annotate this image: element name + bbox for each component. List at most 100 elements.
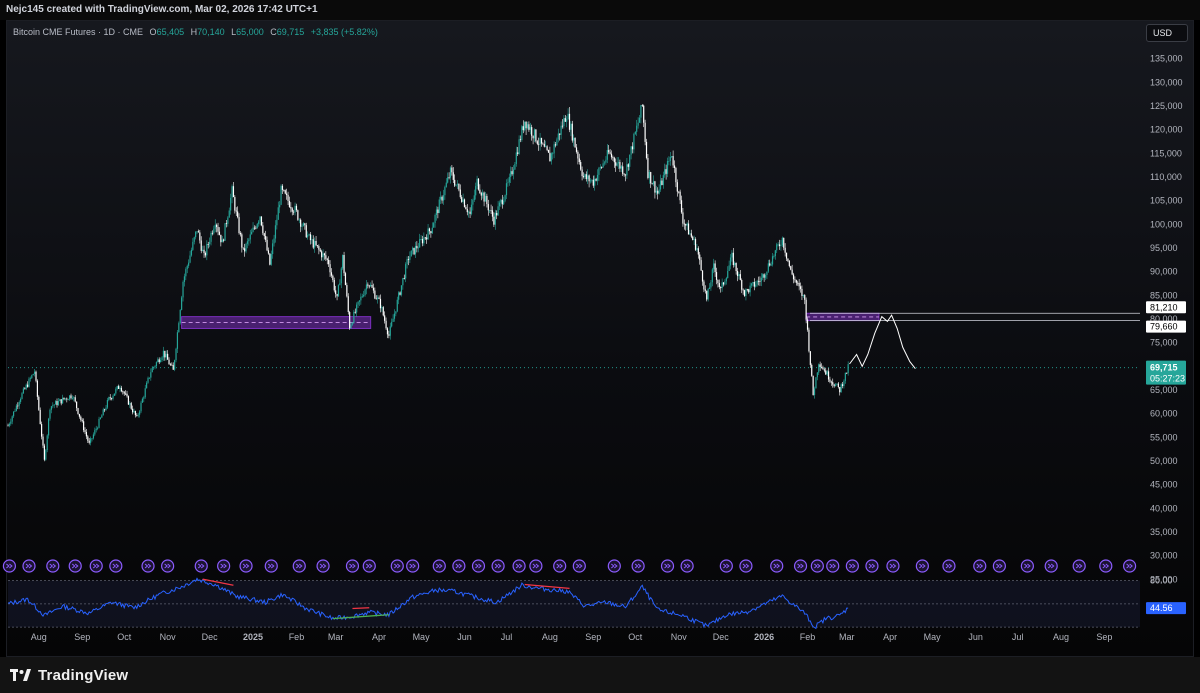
candle-body — [256, 223, 258, 228]
currency-selector[interactable]: USD — [1146, 24, 1188, 42]
event-marker-arrow-icon — [976, 563, 984, 569]
event-marker[interactable] — [194, 559, 208, 573]
event-marker[interactable] — [264, 559, 278, 573]
event-marker[interactable] — [46, 559, 60, 573]
event-marker[interactable] — [2, 559, 17, 573]
event-marker[interactable] — [942, 559, 956, 573]
event-marker[interactable] — [607, 559, 621, 573]
event-marker[interactable] — [553, 559, 567, 573]
candle-body — [638, 117, 641, 123]
candle-body — [449, 167, 452, 178]
event-marker[interactable] — [512, 559, 526, 573]
event-marker[interactable] — [770, 559, 784, 573]
candle-body — [410, 250, 412, 257]
candle-body — [598, 168, 600, 175]
candle-body — [833, 384, 835, 387]
candle-body — [462, 199, 464, 202]
candle-body — [643, 105, 645, 123]
event-marker-arrow-icon — [455, 563, 463, 569]
event-marker[interactable] — [390, 559, 404, 573]
candle-body — [587, 175, 589, 180]
chart-canvas[interactable]: 25,000 30,000 35,000 40,000 45,000 50,000 55,0… — [0, 0, 1200, 657]
event-marker[interactable] — [739, 559, 753, 573]
candle-body — [231, 186, 233, 198]
candle-body — [491, 210, 494, 217]
event-marker[interactable] — [826, 559, 840, 573]
candle-body — [333, 280, 335, 291]
event-marker[interactable] — [22, 559, 36, 573]
event-marker[interactable] — [239, 559, 253, 573]
event-marker[interactable] — [845, 559, 859, 573]
candle-body — [511, 171, 513, 175]
candle-body — [284, 190, 286, 194]
candle-body — [90, 438, 92, 443]
candle-body — [699, 254, 701, 261]
candle-body — [358, 300, 361, 302]
candle-body — [461, 197, 463, 202]
event-marker[interactable] — [1072, 559, 1086, 573]
candle-body — [846, 372, 848, 374]
open-label: O — [149, 27, 157, 37]
event-marker[interactable] — [680, 559, 694, 573]
event-marker[interactable] — [109, 559, 123, 573]
close-value: 69,715 — [276, 27, 305, 37]
event-marker[interactable] — [886, 559, 900, 573]
event-marker-arrow-icon — [532, 563, 540, 569]
time-tick-label: Apr — [883, 632, 897, 642]
tradingview-logo: TradingView — [10, 667, 128, 684]
candle-body — [81, 419, 83, 422]
event-marker[interactable] — [452, 559, 466, 573]
candle-body — [540, 137, 543, 144]
event-marker[interactable] — [973, 559, 987, 573]
candle-body — [83, 421, 85, 431]
event-marker[interactable] — [491, 559, 505, 573]
candle-body — [63, 397, 65, 400]
event-marker[interactable] — [362, 559, 376, 573]
event-marker[interactable] — [1099, 559, 1113, 573]
candle-body — [221, 239, 223, 243]
event-marker[interactable] — [810, 559, 824, 573]
candle-body — [680, 200, 683, 213]
candle-body — [580, 162, 582, 170]
candle-body — [479, 189, 481, 194]
event-marker[interactable] — [529, 559, 543, 573]
event-marker[interactable] — [1020, 559, 1034, 573]
event-marker[interactable] — [992, 559, 1006, 573]
event-marker[interactable] — [345, 559, 360, 573]
event-marker[interactable] — [471, 559, 486, 573]
candle-body — [210, 232, 212, 242]
chart-panel[interactable] — [6, 20, 1194, 657]
event-marker[interactable] — [631, 559, 645, 573]
candle-body — [297, 210, 299, 220]
event-marker[interactable] — [89, 559, 103, 573]
candle-body — [799, 286, 802, 289]
price-tick-label: 100,000 — [1150, 219, 1183, 229]
candle-body — [227, 217, 229, 224]
event-marker[interactable] — [406, 559, 420, 573]
candle-body — [560, 125, 562, 135]
candle-body — [741, 279, 743, 290]
event-marker[interactable] — [865, 559, 879, 573]
candle-body — [353, 311, 355, 324]
event-marker[interactable] — [161, 559, 175, 573]
candle-body — [109, 397, 111, 399]
candle-body — [120, 387, 123, 392]
candle-body — [615, 162, 617, 166]
attribution-bar: Nejc145 created with TradingView.com, Ma… — [0, 0, 1200, 20]
event-marker[interactable] — [572, 559, 586, 573]
event-marker[interactable] — [316, 559, 330, 573]
event-marker[interactable] — [660, 559, 675, 573]
event-marker[interactable] — [1122, 559, 1137, 573]
event-marker[interactable] — [141, 559, 155, 573]
event-marker[interactable] — [719, 559, 733, 573]
candle-body — [224, 223, 226, 241]
event-marker[interactable] — [292, 559, 306, 573]
event-marker[interactable] — [793, 559, 808, 573]
event-marker[interactable] — [915, 559, 929, 573]
event-marker[interactable] — [217, 559, 231, 573]
tradingview-logo-icon — [10, 669, 31, 681]
event-marker[interactable] — [1044, 559, 1058, 573]
candle-body — [624, 174, 627, 176]
event-marker[interactable] — [68, 559, 82, 573]
event-marker[interactable] — [432, 559, 446, 573]
